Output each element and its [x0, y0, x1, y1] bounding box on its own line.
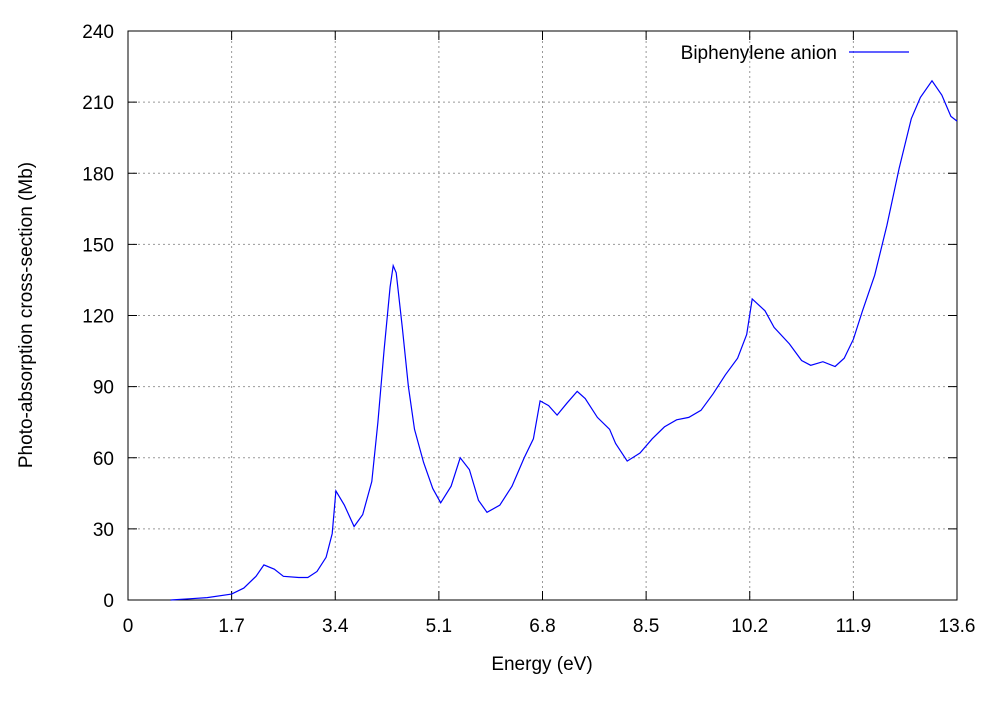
y-tick-label: 90 [93, 378, 114, 399]
y-tick-label: 0 [103, 591, 114, 612]
data-line [170, 79, 958, 601]
legend-label: Biphenylene anion [681, 43, 837, 64]
x-tick-label: 10.2 [731, 616, 768, 637]
y-tick-label: 120 [82, 307, 114, 328]
x-tick-label: 8.5 [633, 616, 659, 637]
y-tick-label: 210 [82, 93, 114, 114]
x-tick-label: 0 [123, 616, 134, 637]
x-tick-label: 1.7 [218, 616, 244, 637]
x-tick-label: 11.9 [836, 616, 872, 637]
x-tick-label: 13.6 [939, 616, 976, 637]
plot-frame [127, 30, 958, 601]
x-tick-label: 5.1 [426, 616, 452, 637]
x-tick-label: 6.8 [529, 616, 555, 637]
y-tick-label: 240 [82, 22, 114, 43]
y-tick-label: 30 [93, 520, 114, 541]
x-axis-label: Energy (eV) [491, 654, 592, 675]
y-tick-label: 150 [82, 235, 114, 256]
y-axis-label: Photo-absorption cross-section (Mb) [16, 162, 37, 468]
y-tick-label: 60 [93, 449, 114, 470]
y-tick-label: 180 [82, 164, 114, 185]
x-tick-label: 3.4 [322, 616, 349, 637]
